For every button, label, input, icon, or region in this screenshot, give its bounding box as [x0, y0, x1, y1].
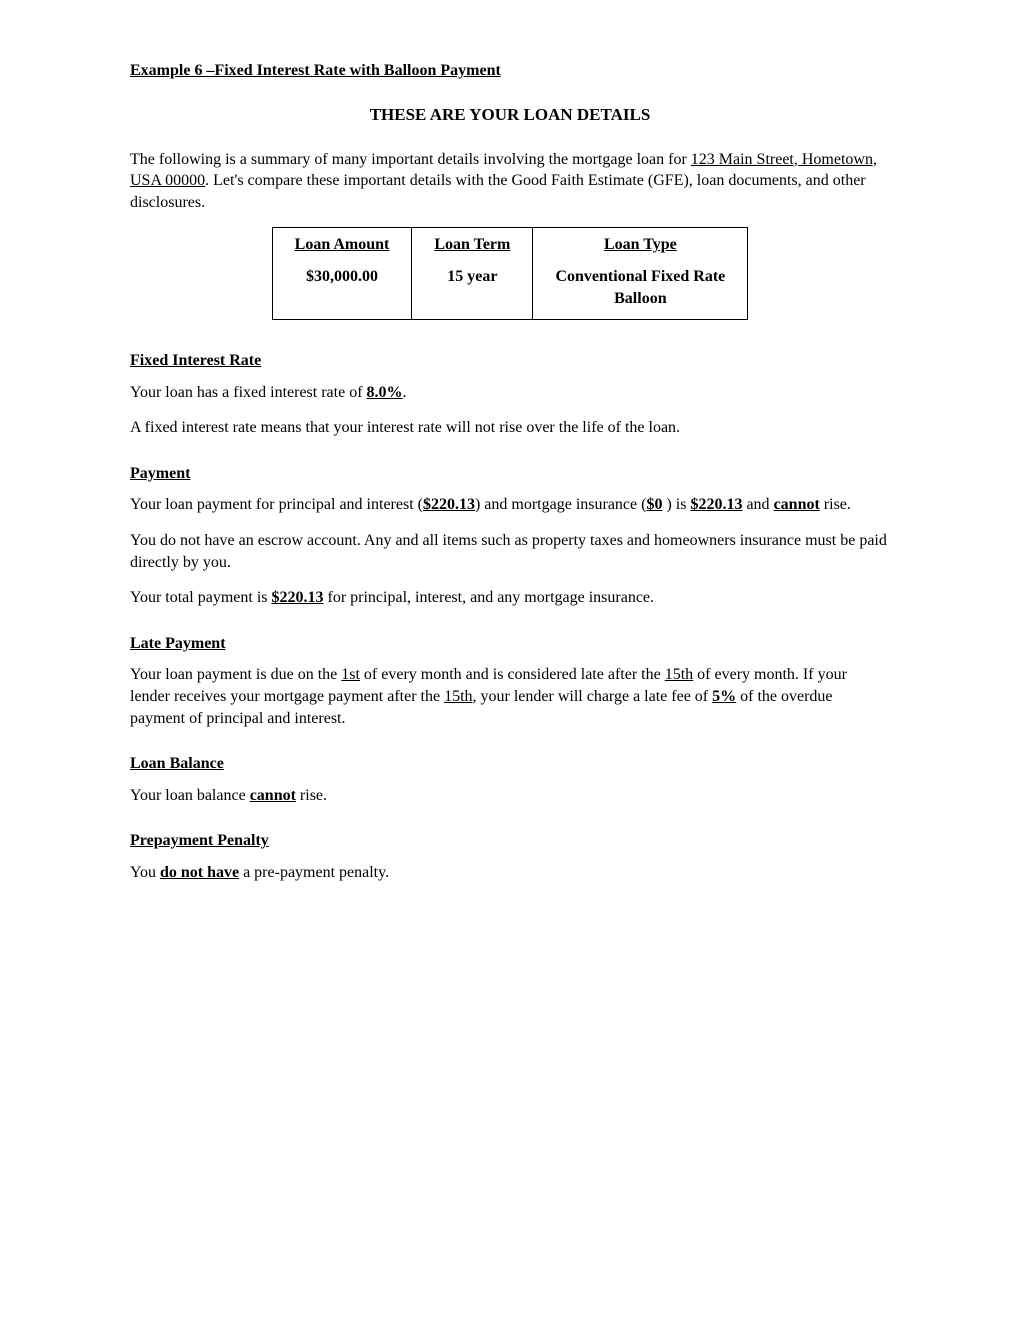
- balance-p1: Your loan balance cannot rise.: [130, 785, 890, 807]
- bal-cannot: cannot: [250, 787, 296, 804]
- payment-p2: You do not have an escrow account. Any a…: [130, 530, 890, 573]
- val-loan-term: 15 year: [434, 266, 510, 288]
- loan-details-header: THESE ARE YOUR LOAN DETAILS: [130, 104, 890, 127]
- hdr-loan-term: Loan Term: [434, 234, 510, 256]
- pay-pi: $220.13: [423, 496, 475, 513]
- bal-b: rise.: [296, 787, 327, 804]
- pay-total2: $220.13: [271, 589, 323, 606]
- pay-d: and: [742, 496, 773, 513]
- pay-total1: $220.13: [690, 496, 742, 513]
- late-after: 15th: [665, 666, 693, 683]
- val-loan-type: Conventional Fixed Rate Balloon: [555, 266, 725, 309]
- late-d: , your lender will charge a late fee of: [473, 688, 713, 705]
- heading-fixed-rate: Fixed Interest Rate: [130, 350, 890, 372]
- pay-c: ) is: [662, 496, 690, 513]
- hdr-loan-type: Loan Type: [555, 234, 725, 256]
- heading-late-payment: Late Payment: [130, 633, 890, 655]
- pp-dnh: do not have: [160, 864, 239, 881]
- bal-a: Your loan balance: [130, 787, 250, 804]
- late-after2: 15th: [444, 688, 472, 705]
- prepay-p1: You do not have a pre-payment penalty.: [130, 862, 890, 884]
- pay3a: Your total payment is: [130, 589, 271, 606]
- cell-loan-amount: Loan Amount $30,000.00: [272, 228, 412, 320]
- late-fee: 5%: [712, 688, 736, 705]
- cell-loan-type: Loan Type Conventional Fixed Rate Balloo…: [533, 228, 748, 320]
- val-loan-amount: $30,000.00: [295, 266, 390, 288]
- payment-p3: Your total payment is $220.13 for princi…: [130, 587, 890, 609]
- pay-e: rise.: [820, 496, 851, 513]
- intro-pre: The following is a summary of many impor…: [130, 151, 691, 168]
- fr-rate: 8.0%: [367, 384, 403, 401]
- late-b: of every month and is considered late af…: [360, 666, 665, 683]
- heading-prepayment: Prepayment Penalty: [130, 830, 890, 852]
- pay3b: for principal, interest, and any mortgag…: [323, 589, 654, 606]
- pay-b: ) and mortgage insurance (: [475, 496, 646, 513]
- pay-mi: $0: [646, 496, 662, 513]
- late-due: 1st: [341, 666, 360, 683]
- fr-post: .: [403, 384, 407, 401]
- heading-payment: Payment: [130, 463, 890, 485]
- example-title: Example 6 –Fixed Interest Rate with Ball…: [130, 60, 890, 82]
- cell-loan-term: Loan Term 15 year: [412, 228, 533, 320]
- loan-summary-table: Loan Amount $30,000.00 Loan Term 15 year…: [272, 227, 749, 320]
- fixed-rate-p1: Your loan has a fixed interest rate of 8…: [130, 382, 890, 404]
- payment-p1: Your loan payment for principal and inte…: [130, 494, 890, 516]
- intro-paragraph: The following is a summary of many impor…: [130, 149, 890, 214]
- pay-cannot: cannot: [774, 496, 820, 513]
- late-a: Your loan payment is due on the: [130, 666, 341, 683]
- pp-b: a pre-payment penalty.: [239, 864, 389, 881]
- intro-post: . Let's compare these important details …: [130, 172, 866, 211]
- hdr-loan-amount: Loan Amount: [295, 234, 390, 256]
- pay-a: Your loan payment for principal and inte…: [130, 496, 423, 513]
- fixed-rate-p2: A fixed interest rate means that your in…: [130, 417, 890, 439]
- late-p1: Your loan payment is due on the 1st of e…: [130, 664, 890, 729]
- heading-loan-balance: Loan Balance: [130, 753, 890, 775]
- pp-a: You: [130, 864, 160, 881]
- fr-pre: Your loan has a fixed interest rate of: [130, 384, 367, 401]
